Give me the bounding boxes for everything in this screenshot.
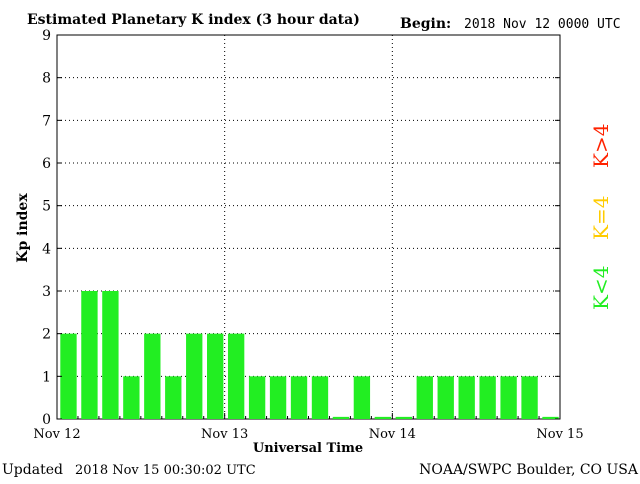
- x-tick-label: Nov 15: [536, 427, 583, 442]
- y-tick-label: 8: [42, 71, 51, 87]
- kp-bar: [123, 376, 140, 419]
- kp-bar: [353, 376, 371, 419]
- kp-bar: [521, 376, 538, 419]
- kp-bar: [165, 376, 182, 419]
- grid-lines: [57, 35, 560, 419]
- y-tick-label: 6: [42, 156, 51, 172]
- bars: [60, 291, 559, 419]
- kp-bar: [416, 376, 433, 419]
- kp-bar: [332, 416, 350, 419]
- legend-k-greater-4: K>4: [589, 124, 613, 168]
- y-tick-label: 7: [42, 113, 51, 129]
- y-tick-label: 3: [42, 284, 51, 300]
- kp-bar: [437, 376, 454, 419]
- x-axis-label: Universal Time: [253, 441, 363, 456]
- kp-bar: [186, 333, 203, 419]
- kp-bar: [60, 333, 77, 419]
- axis-ticks: 0 1 2 3 4 5 6 7 8 9 Nov 12 Nov 13 Nov 14 Nov 15: [33, 28, 583, 442]
- kp-bar: [290, 376, 308, 419]
- kp-bar: [227, 333, 245, 419]
- legend-k-equal-4: K=4: [589, 196, 613, 240]
- updated-value: 2018 Nov 15 00:30:02 UTC: [75, 463, 256, 478]
- x-tick-label: Nov 14: [369, 427, 416, 442]
- kp-bar: [479, 376, 496, 419]
- y-tick-label: 1: [42, 369, 51, 385]
- y-axis-label: Kp index: [15, 193, 31, 263]
- kp-bar: [102, 291, 119, 419]
- kp-bar: [395, 416, 412, 419]
- y-tick-label: 9: [42, 28, 51, 44]
- y-tick-label: 2: [42, 327, 51, 343]
- kp-bar: [144, 333, 161, 419]
- begin-label: Begin:: [400, 16, 451, 32]
- kp-bar: [311, 376, 329, 419]
- kp-bar: [269, 376, 287, 419]
- kp-bar: [500, 376, 517, 419]
- kp-bar: [81, 291, 98, 419]
- kp-bar: [542, 416, 559, 419]
- x-tick-label: Nov 13: [201, 427, 248, 442]
- y-tick-label: 0: [42, 412, 51, 428]
- x-tick-label: Nov 12: [33, 427, 80, 442]
- source-credit: NOAA/SWPC Boulder, CO USA: [419, 462, 639, 478]
- kp-bar: [248, 376, 266, 419]
- chart-title: Estimated Planetary K index (3 hour data…: [27, 12, 360, 28]
- legend-k-less-4: K<4: [589, 266, 613, 310]
- y-tick-label: 4: [42, 241, 51, 257]
- kp-bar: [458, 376, 475, 419]
- updated-label: Updated: [2, 462, 63, 478]
- kp-bar: [374, 416, 392, 419]
- begin-value: 2018 Nov 12 0000 UTC: [464, 17, 621, 32]
- plot-area: [56, 34, 561, 420]
- kp-bar: [207, 333, 224, 419]
- y-tick-label: 5: [42, 199, 51, 215]
